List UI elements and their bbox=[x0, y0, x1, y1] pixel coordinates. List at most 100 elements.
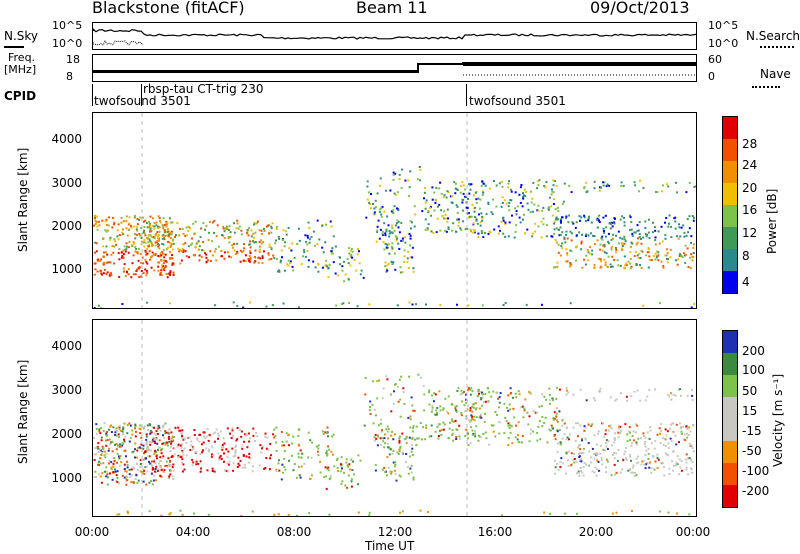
power-cell bbox=[391, 232, 394, 235]
velocity-cell bbox=[117, 433, 120, 436]
velocity-cell bbox=[357, 511, 360, 514]
power-cell bbox=[561, 247, 564, 250]
velocity-cell bbox=[224, 469, 226, 472]
velocity-cell bbox=[121, 442, 124, 445]
velocity-cell bbox=[158, 446, 160, 449]
power-cell bbox=[456, 218, 459, 221]
power-cell bbox=[619, 265, 622, 267]
nave-tick-bottom: 0 bbox=[708, 70, 715, 83]
velocity-cell bbox=[506, 406, 508, 409]
power-cell bbox=[640, 249, 643, 252]
power-cell bbox=[515, 213, 518, 216]
velocity-cell bbox=[293, 463, 296, 465]
velocity-cell bbox=[287, 433, 290, 436]
velocity-cell bbox=[424, 438, 427, 441]
velocity-cell bbox=[221, 448, 224, 451]
power-cell bbox=[140, 261, 143, 264]
power-cell bbox=[221, 255, 223, 258]
power-cell bbox=[475, 198, 478, 201]
power-cell bbox=[93, 224, 96, 227]
power-cell bbox=[159, 273, 162, 276]
power-cell bbox=[600, 260, 602, 263]
velocity-cell bbox=[627, 469, 630, 472]
velocity-cell bbox=[168, 475, 171, 478]
power-cell bbox=[163, 224, 166, 226]
velocity-cell bbox=[209, 434, 212, 437]
velocity-cell bbox=[102, 446, 105, 449]
power-cell bbox=[559, 219, 562, 222]
velocity-cell bbox=[410, 471, 413, 474]
power-cell bbox=[101, 219, 104, 222]
power-cell bbox=[202, 222, 205, 225]
power-cell bbox=[401, 271, 404, 274]
power-cell bbox=[695, 185, 696, 188]
power-cell bbox=[387, 262, 390, 265]
velocity-cell bbox=[171, 455, 174, 458]
power-cell bbox=[96, 228, 99, 231]
velocity-cell bbox=[115, 443, 118, 445]
power-cell bbox=[451, 229, 454, 232]
velocity-cell bbox=[99, 457, 102, 460]
power-cell bbox=[642, 236, 645, 239]
power-colorbar-swatch bbox=[723, 139, 737, 162]
velocity-cell bbox=[689, 430, 692, 433]
power-cell bbox=[588, 215, 591, 218]
velocity-cell bbox=[340, 482, 343, 485]
velocity-cell bbox=[274, 434, 277, 437]
power-cell bbox=[185, 234, 188, 237]
power-cell bbox=[522, 218, 524, 221]
power-cell bbox=[542, 223, 545, 226]
power-cell bbox=[163, 229, 166, 232]
power-cell bbox=[492, 180, 495, 182]
velocity-cell bbox=[99, 475, 102, 478]
nave-legend-line bbox=[752, 86, 780, 88]
velocity-cell bbox=[436, 426, 439, 429]
power-cell bbox=[150, 266, 153, 269]
power-cell bbox=[430, 230, 433, 233]
velocity-cell bbox=[337, 469, 340, 472]
velocity-cell bbox=[139, 459, 142, 462]
velocity-cell bbox=[126, 510, 129, 513]
power-heatmap bbox=[93, 113, 696, 308]
velocity-cell bbox=[477, 394, 480, 397]
velocity-cell bbox=[471, 433, 474, 436]
velocity-cell bbox=[159, 459, 162, 462]
velocity-cell bbox=[654, 440, 657, 443]
velocity-cell bbox=[442, 428, 445, 431]
velocity-cell bbox=[691, 446, 694, 449]
velocity-cell bbox=[467, 437, 469, 440]
power-cell bbox=[139, 234, 142, 237]
velocity-cell bbox=[264, 467, 267, 469]
velocity-cell bbox=[223, 460, 225, 463]
power-cell bbox=[647, 266, 650, 269]
cpid-program-0: twofsound 3501 bbox=[94, 94, 191, 108]
power-cell bbox=[415, 303, 417, 306]
velocity-cell bbox=[436, 407, 439, 409]
velocity-cell bbox=[454, 419, 457, 422]
power-cell bbox=[168, 217, 171, 220]
velocity-cell bbox=[526, 411, 529, 414]
power-cell bbox=[358, 262, 361, 265]
power-cell bbox=[171, 263, 174, 266]
velocity-cell bbox=[173, 436, 175, 438]
velocity-cell bbox=[108, 438, 111, 441]
power-cell bbox=[553, 198, 555, 201]
power-cell bbox=[128, 240, 131, 243]
velocity-cell bbox=[149, 424, 152, 427]
velocity-cell bbox=[245, 455, 248, 458]
velocity-cell bbox=[672, 422, 675, 425]
velocity-cell bbox=[373, 436, 376, 439]
power-cell bbox=[438, 203, 441, 206]
power-cell bbox=[215, 235, 218, 237]
power-cell bbox=[481, 190, 484, 193]
power-cell bbox=[654, 243, 657, 246]
velocity-cell bbox=[134, 456, 136, 459]
power-cbar-tick-8: 8 bbox=[742, 249, 750, 263]
velocity-cell bbox=[661, 462, 664, 465]
power-cell bbox=[456, 303, 458, 306]
power-cell bbox=[563, 236, 566, 239]
velocity-cell bbox=[456, 389, 459, 392]
velocity-cell bbox=[387, 428, 390, 430]
velocity-cell bbox=[150, 460, 153, 463]
velocity-cell bbox=[160, 514, 163, 516]
